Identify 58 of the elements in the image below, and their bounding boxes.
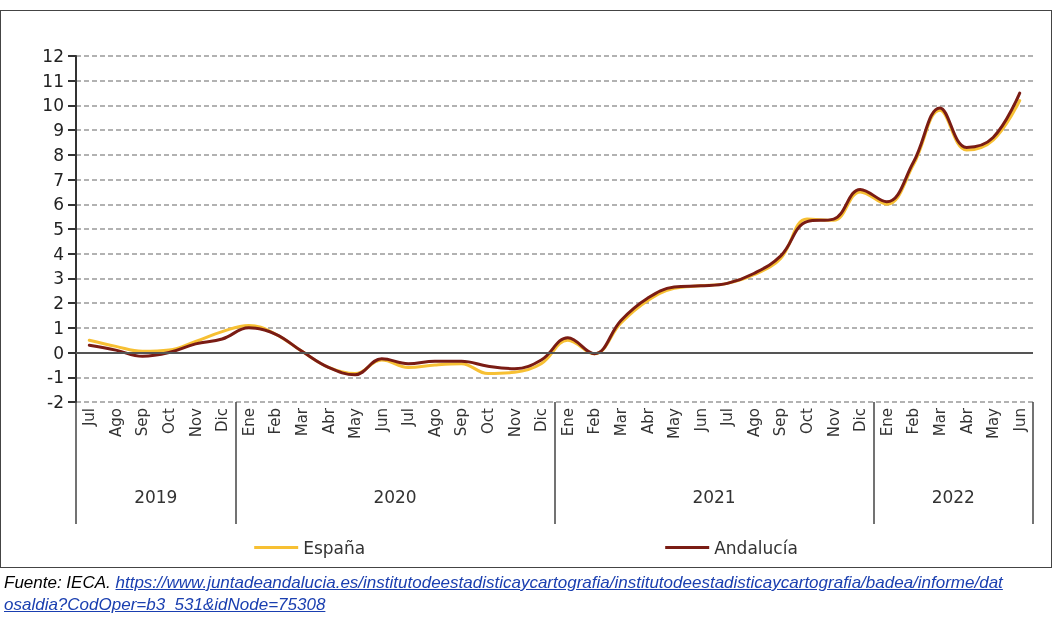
- x-tick-label: Sep: [133, 408, 152, 437]
- y-tick-label: 3: [53, 268, 64, 289]
- x-tick-label: Sep: [771, 408, 790, 437]
- legend-label: Andalucía: [714, 537, 798, 558]
- y-tick-label: 7: [53, 169, 64, 190]
- x-tick-label: Jun: [372, 408, 391, 433]
- x-tick-label: Oct: [479, 407, 498, 434]
- x-tick-label: Feb: [904, 408, 923, 435]
- text: 2021: [692, 487, 736, 507]
- x-tick-label: Abr: [638, 407, 657, 434]
- x-tick-label: Sep: [452, 408, 471, 437]
- x-tick-label: Oct: [798, 407, 817, 434]
- x-tick-label: Feb: [266, 408, 285, 435]
- y-tick-label: 6: [53, 194, 64, 215]
- x-tick-label: Abr: [957, 407, 976, 434]
- x-tick-label: Mar: [930, 407, 949, 437]
- x-tick-label: May: [984, 407, 1003, 440]
- x-tick-label: Abr: [319, 407, 338, 434]
- x-tick-label: Dic: [532, 408, 551, 432]
- x-tick-label: Feb: [585, 408, 604, 435]
- y-tick-label: 12: [42, 46, 64, 66]
- x-tick-label: Jun: [1010, 408, 1029, 433]
- y-tick-label: -1: [47, 367, 64, 388]
- x-tick-label: Nov: [824, 407, 843, 438]
- y-tick-label: 5: [53, 219, 64, 239]
- x-tick-label: May: [346, 407, 365, 440]
- y-tick-label: 2: [53, 293, 64, 314]
- y-tick-label: 1: [53, 317, 64, 338]
- y-tick-label: 4: [53, 243, 64, 264]
- x-tick-label: Ene: [239, 408, 258, 437]
- y-tick-label: 10: [42, 95, 64, 116]
- x-tick-label: Nov: [186, 407, 205, 438]
- x-tick-label: Dic: [213, 408, 232, 432]
- x-tick-label: Ago: [425, 408, 444, 437]
- y-tick-label: -2: [47, 392, 64, 412]
- x-tick-label: Ene: [877, 408, 896, 437]
- x-tick-label: Jun: [691, 408, 710, 433]
- x-tick-label: Jul: [718, 408, 737, 428]
- x-tick-label: Ene: [558, 408, 577, 437]
- text: 2019: [134, 487, 178, 507]
- x-tick-label: May: [665, 407, 684, 440]
- x-tick-label: Ago: [106, 408, 125, 437]
- x-tick-label: Mar: [611, 407, 630, 437]
- x-tick-label: Jul: [399, 408, 418, 428]
- x-tick-label: Mar: [292, 407, 311, 437]
- y-tick-label: 8: [53, 144, 64, 165]
- source-note: Fuente: IECA. https://www.juntadeandalucia.es/institutodeestadisticaycartografia/institutodeestadisticaycartografia/badea/informe/datosaldia?CodOper=b3_531&idNode=75308: [4, 573, 1003, 614]
- x-tick-label: Jul: [80, 408, 99, 428]
- y-tick-label: 11: [42, 70, 64, 91]
- x-tick-label: Ago: [744, 408, 763, 437]
- x-tick-label: Nov: [505, 407, 524, 438]
- x-tick-label: Dic: [851, 408, 870, 432]
- text: 2020: [373, 487, 417, 507]
- legend-label: España: [303, 537, 366, 558]
- x-tick-label: Oct: [160, 407, 179, 434]
- y-tick-label: 0: [53, 342, 64, 363]
- y-tick-label: 9: [53, 120, 64, 141]
- text: 2022: [931, 487, 975, 507]
